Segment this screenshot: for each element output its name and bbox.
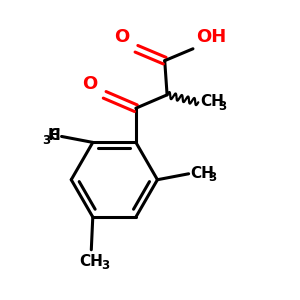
Text: CH: CH (190, 166, 214, 181)
Text: C: C (48, 128, 59, 143)
Text: 3: 3 (208, 171, 217, 184)
Text: 3: 3 (218, 100, 226, 112)
Text: H: H (47, 128, 60, 143)
Text: CH: CH (80, 254, 103, 269)
Text: 3: 3 (42, 134, 50, 147)
Text: O: O (114, 28, 129, 46)
Text: 3: 3 (101, 259, 109, 272)
Text: O: O (82, 75, 97, 93)
Text: CH: CH (200, 94, 224, 109)
Text: OH: OH (196, 28, 227, 46)
